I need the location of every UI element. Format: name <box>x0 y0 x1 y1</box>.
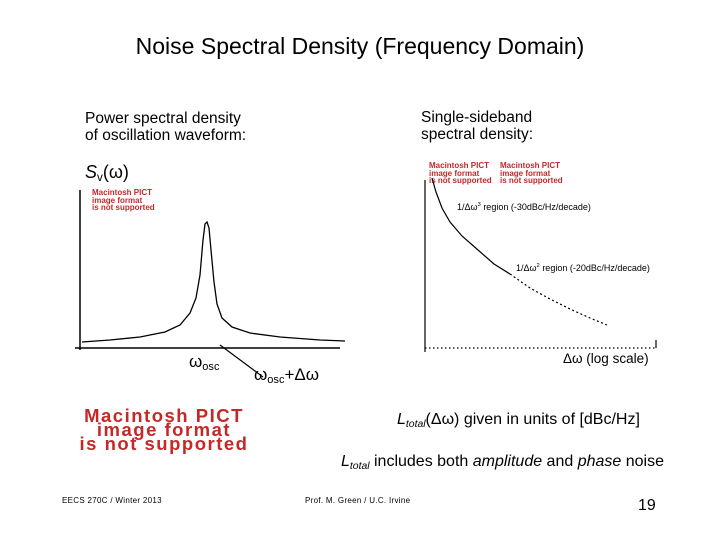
psd-offset-omega: ω <box>254 365 268 384</box>
footer-course: EECS 270C / Winter 2013 <box>62 496 162 505</box>
pict-placeholder-right-2: Macintosh PICT image format is not suppo… <box>500 162 570 185</box>
ltotal-sub: total <box>405 419 426 430</box>
region2-exp: 2 <box>536 263 540 269</box>
pict-placeholder-right-1: Macintosh PICT image format is not suppo… <box>429 162 499 185</box>
right-heading-line2: spectral density: <box>421 126 533 143</box>
psd-center-label: ωosc <box>189 352 219 373</box>
ltotal-units-text: Ltotal(Δω) given in units of [dBc/Hz] <box>397 411 640 430</box>
psd-center-sub: osc <box>202 361 220 373</box>
pict-placeholder-large: Macintosh PICT image format is not suppo… <box>40 405 288 454</box>
ssb-curve-gentle <box>509 273 608 326</box>
psd-y-label-main: S <box>85 162 98 182</box>
pict-right2-line2: image format <box>500 168 551 178</box>
pict-right1-line2: image format <box>429 168 480 178</box>
psd-offset-rest: +Δω <box>284 365 320 384</box>
pict-large-line3: is not supported <box>79 433 249 454</box>
page-number: 19 <box>638 497 656 514</box>
includes-phase: phase <box>577 453 622 470</box>
right-heading: Single-sideband spectral density: <box>421 109 533 143</box>
pict-right2-line3: is not supported <box>500 176 563 185</box>
psd-offset-label: ωosc+Δω <box>254 365 319 386</box>
region1-suffix: region (-30dBc/Hz/decade) <box>480 202 591 212</box>
psd-offset-sub: osc <box>267 374 285 386</box>
pict-right1-line3: is not supported <box>429 176 492 185</box>
ltotal-includes-text: Ltotal includes both amplitude and phase… <box>341 453 664 472</box>
slide-title: Noise Spectral Density (Frequency Domain… <box>135 33 585 59</box>
pict-right2-line1: Macintosh PICT <box>500 161 561 170</box>
region2-label: 1/Δω2 region (-20dBc/Hz/decade) <box>516 263 650 273</box>
psd-y-axis-label: Sv(ω) <box>85 162 129 184</box>
region1-exp: 3 <box>477 202 481 208</box>
pict-left-line2: image format <box>92 195 143 205</box>
left-heading-line1: Power spectral density <box>85 110 241 127</box>
region2-suffix: region (-20dBc/Hz/decade) <box>539 263 650 273</box>
psd-y-label-sub: v <box>97 171 103 184</box>
pict-large-line2: image format <box>96 419 232 440</box>
left-heading: Power spectral density of oscillation wa… <box>85 110 246 144</box>
pict-right1-line1: Macintosh PICT <box>429 161 490 170</box>
ltotal-L: L <box>397 411 406 428</box>
psd-center-omega: ω <box>189 352 203 371</box>
includes-sub: total <box>349 461 370 472</box>
left-heading-line2: of oscillation waveform: <box>85 127 247 144</box>
pict-left-line1: Macintosh PICT <box>92 188 153 197</box>
psd-y-label-arg: (ω) <box>102 162 129 182</box>
pict-large-line1: Macintosh PICT <box>84 405 244 426</box>
ltotal-rest: (Δω) given in units of [dBc/Hz] <box>425 411 640 428</box>
region1-prefix: 1/Δω <box>457 202 478 212</box>
includes-end: noise <box>621 453 664 470</box>
psd-center-arrow <box>219 344 264 378</box>
includes-amplitude: amplitude <box>472 453 543 470</box>
footer-author: Prof. M. Green / U.C. Irvine <box>305 496 411 505</box>
region2-prefix: 1/Δω <box>516 263 537 273</box>
includes-and: and <box>542 453 578 470</box>
pict-placeholder-left: Macintosh PICT image format is not suppo… <box>92 189 162 212</box>
right-heading-line1: Single-sideband <box>421 109 533 126</box>
pict-left-line3: is not supported <box>92 203 155 212</box>
region1-label: 1/Δω3 region (-30dBc/Hz/decade) <box>457 202 591 212</box>
psd-curve <box>81 220 346 343</box>
includes-mid: includes both <box>369 453 473 470</box>
includes-L: L <box>341 453 350 470</box>
ssb-x-axis-label: Δω (log scale) <box>563 351 649 366</box>
ssb-curve-steep <box>431 177 511 275</box>
